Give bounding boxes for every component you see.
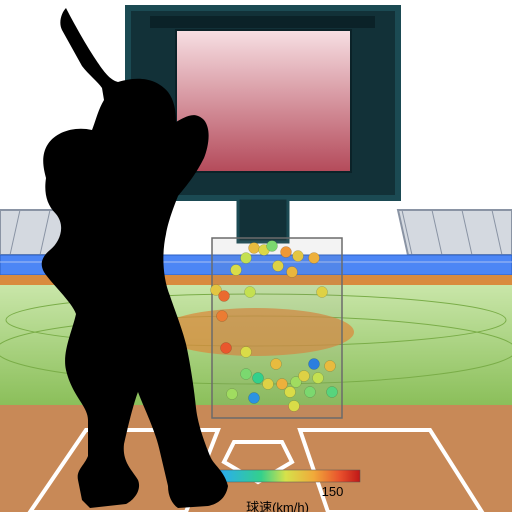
pitch-marker <box>277 379 288 390</box>
legend-tick: 150 <box>322 484 344 499</box>
pitch-marker <box>289 401 300 412</box>
pitch-marker <box>317 287 328 298</box>
infield-dirt <box>0 405 512 512</box>
pitch-marker <box>305 387 316 398</box>
pitch-marker <box>241 369 252 380</box>
legend-title: 球速(km/h) <box>246 500 309 512</box>
pitch-marker <box>299 371 310 382</box>
pitch-marker <box>287 267 298 278</box>
pitch-marker <box>273 261 284 272</box>
pitch-chart-svg: 100150球速(km/h) <box>0 0 512 512</box>
pitch-marker <box>241 253 252 264</box>
pitch-marker <box>245 287 256 298</box>
pitch-marker <box>263 379 274 390</box>
pitch-marker <box>325 361 336 372</box>
pitch-chart-canvas: 100150球速(km/h) <box>0 0 512 512</box>
pitch-marker <box>253 373 264 384</box>
pitch-marker <box>293 251 304 262</box>
stands-right <box>398 210 512 255</box>
pitch-marker <box>227 389 238 400</box>
pitch-marker <box>285 387 296 398</box>
pitch-marker <box>249 243 260 254</box>
pitch-marker <box>313 373 324 384</box>
pitch-marker <box>217 311 228 322</box>
pitch-marker <box>231 265 242 276</box>
pitch-marker <box>219 291 230 302</box>
pitch-marker <box>309 359 320 370</box>
pitch-marker <box>309 253 320 264</box>
pitch-marker <box>249 393 260 404</box>
pitch-marker <box>267 241 278 252</box>
pitch-marker <box>241 347 252 358</box>
pitch-marker <box>281 247 292 258</box>
pitch-marker <box>221 343 232 354</box>
pitch-marker <box>327 387 338 398</box>
pitch-marker <box>271 359 282 370</box>
